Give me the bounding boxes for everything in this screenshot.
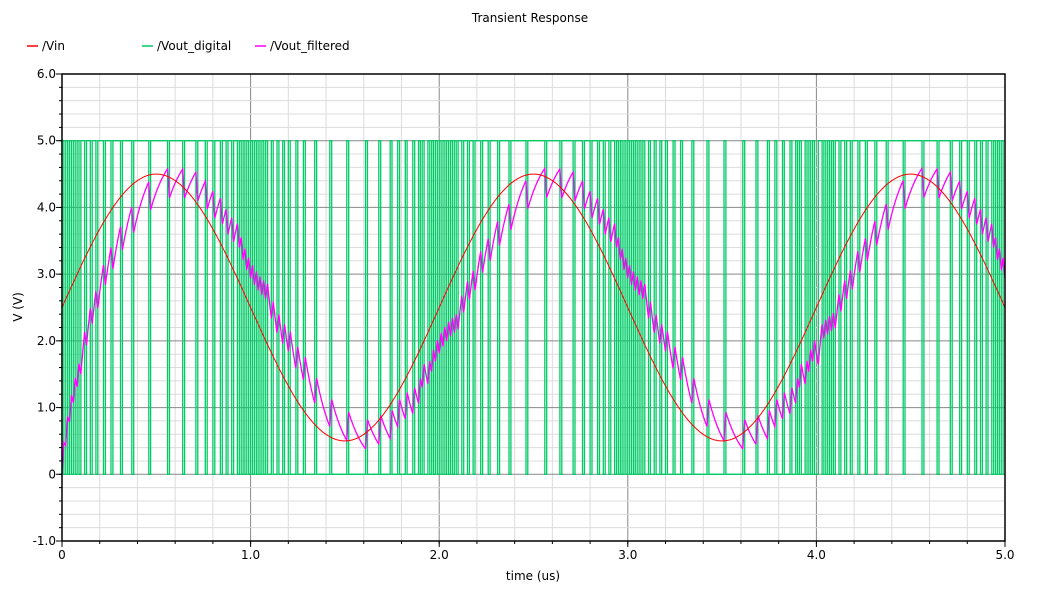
y-tick-label: 6.0 — [37, 67, 56, 81]
y-tick-label: 2.0 — [37, 334, 56, 348]
y-tick-label: 5.0 — [37, 134, 56, 148]
y-tick-label: 4.0 — [37, 200, 56, 214]
legend-label: /Vout_digital — [157, 39, 231, 53]
y-tick-label: -1.0 — [33, 534, 56, 548]
chart-title: Transient Response — [471, 11, 588, 25]
x-tick-label: 1.0 — [241, 548, 260, 562]
legend: /Vin/Vout_digital/Vout_filtered — [27, 39, 350, 53]
series-vout-filtered — [61, 166, 1006, 475]
x-tick-label: 3.0 — [618, 548, 637, 562]
y-axis-label: V (V) — [11, 292, 25, 322]
series-vin — [61, 173, 1006, 442]
y-tick-label: 1.0 — [37, 401, 56, 415]
series-vout-digital — [61, 140, 1005, 475]
legend-label: /Vin — [42, 39, 65, 53]
plot-frame — [61, 73, 1006, 542]
x-tick-label: 5.0 — [995, 548, 1014, 562]
axes: 0 1.0 2.0 3.0 4.0 5.0-1.001.02.03.04.05.06.0 — [33, 67, 1015, 562]
legend-label: /Vout_filtered — [270, 39, 350, 53]
x-tick-label: 2.0 — [430, 548, 449, 562]
x-tick-label: 4.0 — [807, 548, 826, 562]
grid — [61, 73, 1006, 542]
x-tick-label: 0 — [58, 548, 66, 562]
x-axis-label: time (us) — [506, 569, 560, 583]
y-tick-label: 3.0 — [37, 267, 56, 281]
plot-area — [61, 140, 1006, 475]
y-tick-label: 0 — [48, 467, 56, 481]
